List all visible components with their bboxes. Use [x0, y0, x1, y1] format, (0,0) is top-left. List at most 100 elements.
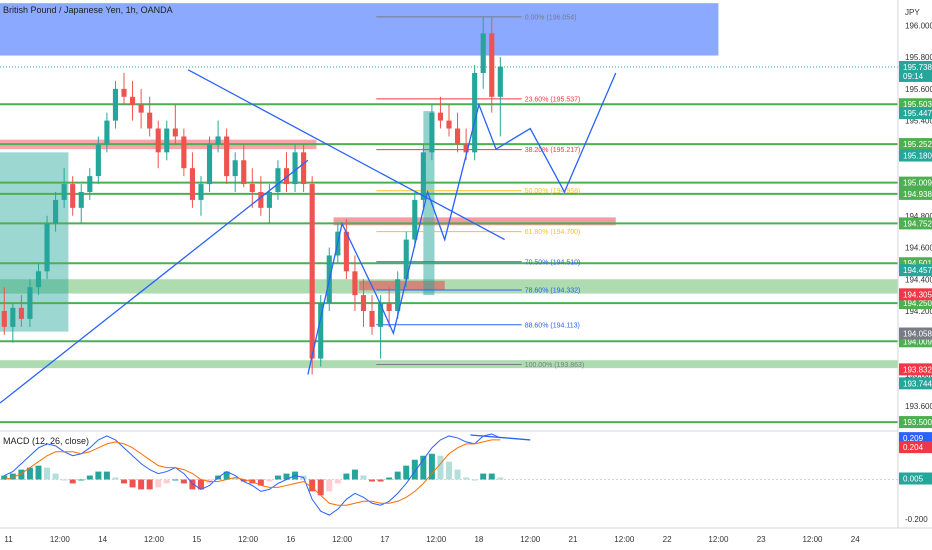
candle-body-41	[352, 271, 358, 296]
time-tick-18: 24	[851, 535, 860, 544]
candle-body-54	[463, 144, 469, 153]
level-tag-0-text: 195.503	[903, 100, 932, 109]
candle-body-37	[318, 303, 324, 359]
macd-tag-1-text: 0.204	[903, 443, 924, 452]
time-tick-4: 15	[192, 535, 201, 544]
macd-trendline	[470, 434, 531, 441]
level-tag-3-text: 194.938	[903, 190, 932, 199]
candle-body-16	[138, 104, 144, 113]
candle-body-5	[44, 223, 50, 272]
macd-tag-1-bg	[899, 441, 932, 454]
candle-body-56	[480, 33, 486, 73]
fib-label-8: 100.00% (193.863)	[525, 362, 585, 369]
time-tick-2: 14	[98, 535, 107, 544]
time-tick-13: 12:00	[614, 535, 635, 544]
extra-tag-3-bg	[899, 288, 932, 301]
candle-body-52	[446, 120, 452, 129]
time-tick-14: 22	[663, 535, 672, 544]
extra-tag-2-text: 194.457	[903, 266, 932, 275]
macd-histogram-bar-46	[394, 471, 401, 480]
zone-7	[423, 111, 435, 296]
level-tag-2-text: 195.009	[903, 179, 932, 188]
macd-tag-2-text: 0.005	[903, 475, 924, 484]
level-tag-6-text: 194.250	[903, 299, 932, 308]
zone-2	[0, 279, 898, 294]
candle-body-47	[403, 239, 409, 280]
macd-histogram-bar-12	[103, 471, 110, 480]
macd-histogram-bar-47	[403, 465, 410, 480]
candle-body-34	[292, 152, 298, 185]
time-tick-7: 12:00	[332, 535, 353, 544]
candle-body-31	[266, 191, 272, 208]
candle-body-53	[454, 128, 461, 145]
indicator-title: MACD (12, 26, close)	[3, 436, 89, 446]
level-tag-4-bg	[899, 217, 932, 230]
macd-tick-0: -0.200	[905, 515, 928, 524]
trendline-0	[0, 159, 309, 404]
macd-histogram-bar-36	[309, 479, 316, 492]
time-tick-17: 12:00	[802, 535, 823, 544]
macd-histogram-bar-52	[446, 461, 452, 480]
time-tick-6: 16	[286, 535, 295, 544]
candle-body-57	[489, 33, 495, 97]
macd-histogram-bar-15	[129, 479, 136, 488]
zone-5	[359, 280, 445, 291]
fib-label-0: 0.00% (196.054)	[525, 14, 577, 21]
level-tag-1-bg	[899, 138, 932, 151]
candle-body-30	[258, 191, 264, 208]
candle-body-2	[18, 307, 24, 319]
extra-tag-5-text: 193.832	[903, 365, 932, 374]
candle-body-48	[412, 199, 418, 240]
time-tick-16: 23	[757, 535, 766, 544]
extra-tag-4-text: 194.058	[903, 330, 932, 339]
candle-body-36	[309, 184, 315, 359]
level-tag-4-text: 194.752	[903, 219, 932, 228]
macd-histogram-bar-14	[121, 479, 128, 484]
macd-histogram-bar-19	[163, 479, 170, 484]
candle-body-21	[181, 136, 187, 169]
macd-histogram-bar-45	[386, 477, 393, 480]
time-tick-3: 12:00	[144, 535, 165, 544]
candle-body-18	[155, 128, 161, 153]
macd-histogram-bar-30	[257, 479, 264, 486]
macd-histogram-bar-32	[274, 475, 281, 480]
level-tag-8-bg	[899, 416, 932, 429]
level-tag-5-text: 194.501	[903, 259, 932, 268]
fib-label-7: 88.60% (194.113)	[525, 322, 580, 329]
candle-body-58	[497, 66, 503, 97]
macd-histogram-bar-37	[317, 479, 324, 496]
extra-tag-2-bg	[899, 264, 932, 277]
macd-histogram-bar-17	[146, 479, 153, 490]
macd-histogram-bar-31	[266, 479, 273, 482]
time-tick-1: 12:00	[50, 535, 71, 544]
candle-body-50	[429, 112, 435, 153]
level-tag-1-text: 195.252	[903, 140, 932, 149]
time-tick-0: 11	[4, 535, 13, 544]
macd-histogram-bar-40	[343, 473, 350, 480]
candle-body-4	[35, 271, 42, 288]
macd-histogram-bar-43	[369, 479, 376, 482]
level-tag-2-bg	[899, 176, 932, 189]
extra-tag-0-text: 195.447	[903, 109, 932, 118]
candle-body-14	[121, 88, 127, 97]
macd-histogram-bar-3	[26, 467, 33, 480]
time-tick-5: 12:00	[238, 535, 259, 544]
extra-tag-0-bg	[899, 107, 932, 120]
candle-body-3	[27, 287, 33, 319]
price-tick-12: 193.600	[905, 402, 932, 411]
macd-histogram-bar-22	[189, 479, 196, 490]
price-tick-6: 194.800	[905, 212, 932, 221]
candle-body-27	[232, 160, 238, 177]
candle-body-19	[164, 128, 170, 153]
trendline-2	[307, 72, 617, 375]
macd-histogram-bar-16	[138, 479, 145, 490]
macd-histogram-bar-27	[232, 477, 239, 480]
macd-line	[4, 433, 501, 516]
currency-label[interactable]: JPY	[905, 8, 920, 17]
candle-body-55	[472, 72, 478, 153]
candle-body-11	[95, 144, 101, 177]
macd-histogram-bar-4	[35, 465, 42, 480]
candle-body-29	[249, 184, 255, 192]
candle-body-17	[147, 112, 153, 129]
